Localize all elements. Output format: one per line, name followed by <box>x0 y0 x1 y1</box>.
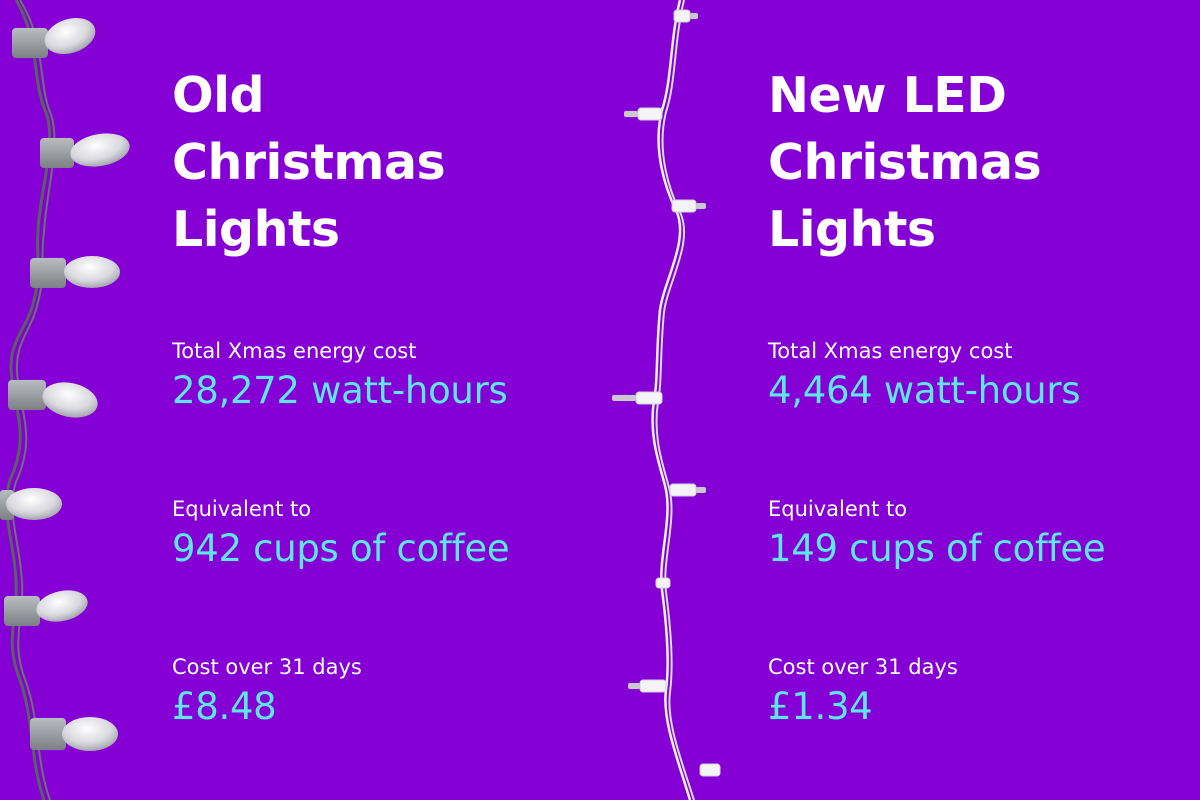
old-energy-stat: Total Xmas energy cost 28,272 watt-hours <box>172 338 508 414</box>
old-cost-label: Cost over 31 days <box>172 655 362 679</box>
led-lights-column: New LED Christmas Lights Total Xmas ener… <box>768 62 1106 728</box>
old-coffee-label: Equivalent to <box>172 497 312 521</box>
led-energy-stat: Total Xmas energy cost 4,464 watt-hours <box>768 338 1081 414</box>
led-cost-stat: Cost over 31 days £1.34 <box>768 654 958 730</box>
led-lights-title-line: Lights <box>768 201 936 258</box>
led-light-string-icon <box>612 0 721 800</box>
old-lights-title-line: Old <box>172 67 265 124</box>
old-lights-title: Old Christmas Lights <box>172 62 446 263</box>
old-lights-column: Old Christmas Lights Total Xmas energy c… <box>172 62 510 728</box>
old-coffee-stat: Equivalent to 942 cups of coffee <box>172 496 510 572</box>
led-lights-title: New LED Christmas Lights <box>768 62 1042 263</box>
old-cost-stat: Cost over 31 days £8.48 <box>172 654 362 730</box>
led-energy-value: 4,464 watt-hours <box>768 369 1081 412</box>
incandescent-bulb-string-icon <box>0 0 130 800</box>
led-lights-title-line: New LED <box>768 67 1007 124</box>
old-cost-value: £8.48 <box>172 685 277 728</box>
led-energy-label: Total Xmas energy cost <box>768 339 1013 363</box>
led-coffee-label: Equivalent to <box>768 497 908 521</box>
old-energy-value: 28,272 watt-hours <box>172 369 508 412</box>
led-lights-title-line: Christmas <box>768 134 1042 191</box>
led-coffee-stat: Equivalent to 149 cups of coffee <box>768 496 1106 572</box>
led-coffee-value: 149 cups of coffee <box>768 527 1106 570</box>
old-energy-label: Total Xmas energy cost <box>172 339 417 363</box>
old-coffee-value: 942 cups of coffee <box>172 527 510 570</box>
old-lights-title-line: Lights <box>172 201 340 258</box>
old-lights-title-line: Christmas <box>172 134 446 191</box>
led-cost-value: £1.34 <box>768 685 873 728</box>
led-cost-label: Cost over 31 days <box>768 655 958 679</box>
